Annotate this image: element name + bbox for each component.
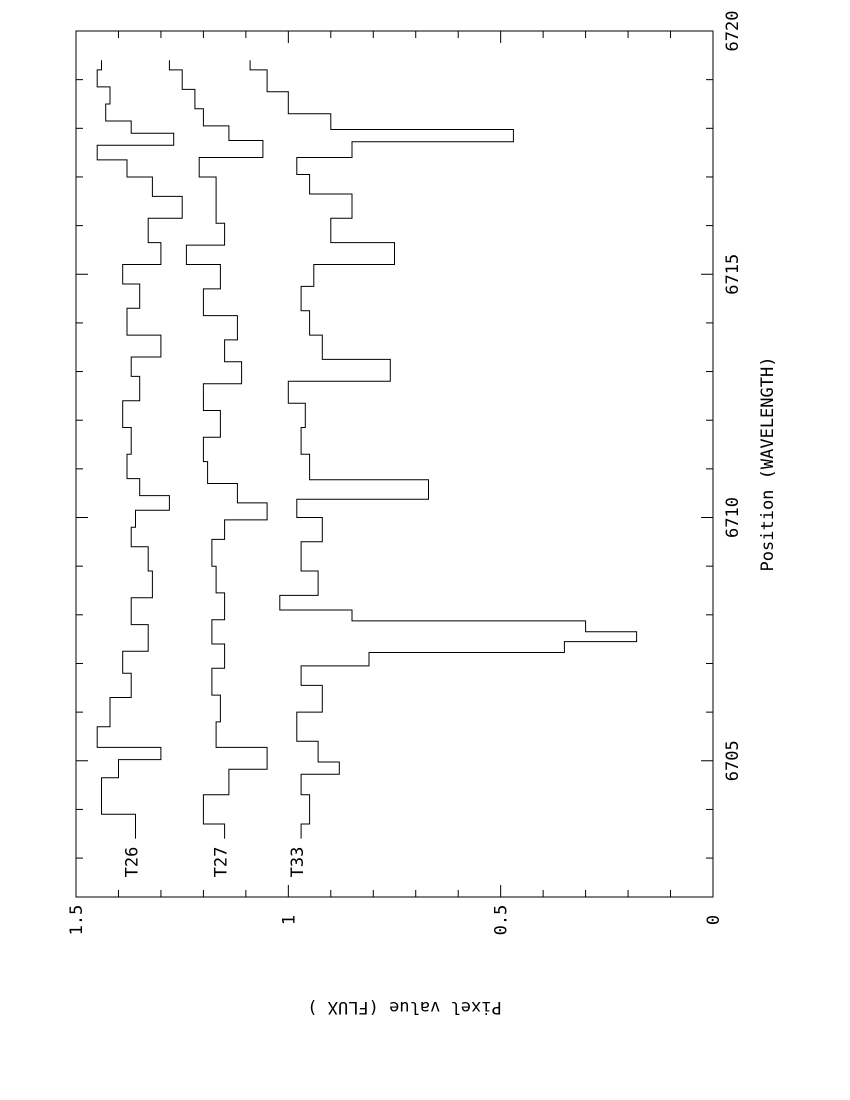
y-tick-label: 1 (279, 915, 299, 925)
x-axis-ticks: 6705 6710 6715 6720 (76, 11, 743, 859)
series-label-t33: T33 (288, 847, 308, 878)
x-tick-label: 6720 (723, 11, 743, 52)
x-axis-title: Position (WAVELENGTH) (758, 357, 778, 572)
x-tick-label: 6715 (723, 254, 743, 295)
plot-frame (75, 30, 714, 898)
series-label-t26: T26 (122, 847, 142, 878)
series-lines (96, 60, 638, 839)
series-line-t27 (168, 60, 268, 839)
y-axis-title: Pixel value (FLUX ) (307, 997, 501, 1017)
y-tick-label: 0 (704, 915, 724, 925)
series-line-t26 (96, 60, 183, 839)
x-tick-label: 6705 (723, 740, 743, 781)
series-labels: T26 T27 T33 (122, 847, 308, 878)
y-tick-label: 1.5 (67, 905, 87, 936)
y-tick-label: 0.5 (492, 905, 512, 936)
plot-frame-group (75, 30, 714, 898)
x-tick-label: 6710 (723, 497, 743, 538)
y-axis-ticks: 0 0.5 1 1.5 (67, 31, 724, 935)
series-line-t33 (249, 60, 638, 839)
series-label-t27: T27 (212, 847, 232, 878)
